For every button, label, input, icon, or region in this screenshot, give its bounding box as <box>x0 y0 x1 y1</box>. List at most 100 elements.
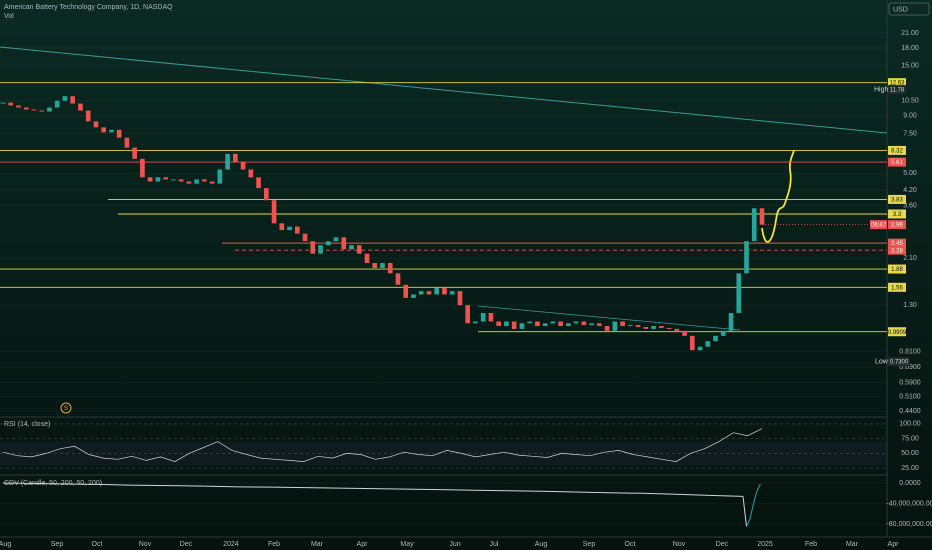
candle <box>566 323 571 327</box>
cdv-segment <box>675 493 710 496</box>
low-value: 0.7300 <box>890 360 909 366</box>
x-tick-label: Oct <box>92 541 103 548</box>
candle <box>635 325 641 327</box>
last-price: 2.96 <box>891 223 903 229</box>
candle <box>674 328 680 331</box>
candle <box>372 262 378 269</box>
candle <box>511 321 517 329</box>
candle <box>202 179 207 182</box>
candle <box>651 326 656 329</box>
level-tag <box>888 194 906 204</box>
low-tag <box>888 357 910 367</box>
rsi-line <box>2 428 763 462</box>
candle <box>155 177 161 182</box>
candle <box>248 169 254 178</box>
candle <box>504 321 509 327</box>
level-tag <box>888 327 906 337</box>
candle <box>349 245 354 250</box>
candle <box>689 335 695 351</box>
candle <box>418 291 424 295</box>
candle <box>132 147 137 159</box>
x-tick-label: 2025 <box>757 541 773 548</box>
candle <box>93 121 99 128</box>
countdown-tag <box>870 220 887 230</box>
cdv-segment <box>406 488 441 491</box>
candle <box>589 323 594 326</box>
candle <box>380 262 385 269</box>
volume-label: Vol <box>4 13 14 20</box>
candle <box>535 321 540 327</box>
cdv-tick-label: -40,000,000.00 <box>886 500 932 507</box>
y-tick-label: 18.00 <box>901 45 919 52</box>
candle <box>8 102 14 106</box>
candle <box>78 103 83 111</box>
y-tick-label: 1.30 <box>903 302 917 309</box>
candle <box>294 226 300 234</box>
candle <box>333 237 339 242</box>
candle <box>736 273 742 313</box>
cdv-segment <box>204 485 239 488</box>
candle <box>217 169 223 184</box>
currency-button[interactable] <box>888 2 930 16</box>
x-tick-label: Sep <box>583 541 596 548</box>
x-tick-label: Dec <box>180 541 193 548</box>
high-value: 11.78 <box>890 88 905 94</box>
x-tick-label: Aug <box>535 541 548 548</box>
low-label: Low <box>875 358 889 365</box>
candle <box>573 321 579 324</box>
candle <box>620 321 625 327</box>
x-tick-label: May <box>400 541 414 548</box>
candle <box>124 137 130 148</box>
candle <box>101 127 107 133</box>
x-tick-label: Sep <box>51 541 64 548</box>
cdv-segment <box>339 487 374 490</box>
currency-label[interactable]: USD <box>893 6 908 13</box>
x-tick-label: Aug <box>0 541 11 548</box>
cdv-segment <box>70 483 104 486</box>
y-tick-label: 4.20 <box>903 187 917 194</box>
rsi-tick-label: 50.00 <box>901 450 919 457</box>
countdown: 06:47 <box>871 223 887 229</box>
candle <box>643 326 649 329</box>
candle <box>302 233 308 242</box>
x-tick-label: 2024 <box>223 541 239 548</box>
level-tag <box>888 245 906 255</box>
y-tick-label: 0.4400 <box>899 408 921 415</box>
candle <box>720 330 726 336</box>
candle <box>225 153 230 170</box>
event-marker-label[interactable]: S <box>64 406 68 412</box>
cdv-tick-label: -80,000,000.00 <box>886 521 932 528</box>
candle <box>473 321 478 324</box>
candle <box>279 223 285 231</box>
x-tick-label: Nov <box>139 541 152 548</box>
candle <box>666 327 672 329</box>
x-tick-label: Apr <box>357 541 369 548</box>
cdv-segment <box>574 491 609 494</box>
candle <box>240 162 246 170</box>
high-tag <box>888 84 906 94</box>
event-marker[interactable] <box>60 402 72 414</box>
trend-line <box>477 305 741 331</box>
level-tag <box>888 264 906 274</box>
candle <box>116 129 122 138</box>
candle <box>558 321 563 327</box>
cdv-segment <box>541 490 575 493</box>
candle <box>744 241 749 274</box>
candle <box>39 110 45 112</box>
x-tick-label: Mar <box>846 541 859 548</box>
level-tag <box>888 238 906 248</box>
symbol-title: American Battery Technology Company, 1D,… <box>4 4 173 11</box>
y-tick-label: 15.00 <box>901 63 919 70</box>
candle <box>728 312 734 331</box>
candle <box>457 291 463 306</box>
candle <box>16 105 21 108</box>
y-tick-label: 10.50 <box>901 98 919 105</box>
candle <box>488 312 494 322</box>
level-tag-label: 3.3 <box>893 212 902 218</box>
x-tick-label: Oct <box>625 541 636 548</box>
rsi-tick-label: 75.00 <box>901 435 919 442</box>
cdv-segment <box>608 492 643 494</box>
level-tag-label: 1.88 <box>891 267 903 273</box>
candle <box>271 200 277 224</box>
candle <box>759 208 765 225</box>
